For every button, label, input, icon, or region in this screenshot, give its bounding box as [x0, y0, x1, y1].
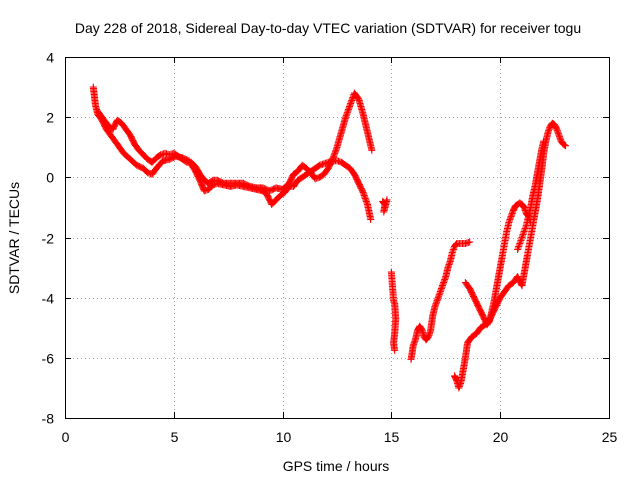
y-tick-label: -2 — [42, 231, 55, 247]
y-axis-tick-labels: -8 -6 -4 -2 0 2 4 — [42, 50, 55, 427]
data-point — [515, 241, 523, 249]
data-point — [514, 246, 522, 253]
x-tick-label: 20 — [493, 429, 509, 445]
data-point — [330, 152, 338, 160]
x-tick-label: 10 — [276, 429, 292, 445]
data-point — [505, 217, 513, 225]
data-point — [347, 98, 355, 106]
data-point — [431, 303, 439, 311]
data-point — [553, 127, 561, 135]
data-point — [519, 231, 527, 238]
data-point — [436, 289, 444, 297]
data-point — [520, 228, 528, 235]
data-point — [331, 149, 339, 157]
data-point — [410, 339, 418, 347]
data-point — [435, 292, 443, 300]
data-point — [560, 141, 568, 149]
x-tick-label: 15 — [384, 429, 400, 445]
data-point — [432, 300, 440, 308]
y-tick-label: -6 — [42, 351, 55, 367]
data-point — [516, 238, 524, 246]
x-axis-tick-labels: 0 5 10 15 20 25 — [62, 429, 618, 445]
data-point — [441, 276, 449, 284]
x-axis-label: GPS time / hours — [283, 458, 390, 474]
data-point — [383, 196, 391, 204]
x-tick-label: 25 — [602, 429, 618, 445]
data-point — [361, 193, 369, 201]
series-track-3 — [407, 238, 474, 363]
data-point — [554, 130, 562, 138]
plot-area — [89, 83, 569, 392]
data-point — [466, 238, 474, 246]
plot-frame — [65, 57, 610, 419]
data-point — [446, 259, 454, 267]
data-point — [367, 216, 375, 223]
data-point — [540, 137, 548, 145]
data-point — [343, 109, 351, 117]
data-point — [439, 282, 446, 290]
data-point — [445, 262, 452, 270]
data-point — [449, 246, 457, 253]
data-point — [434, 295, 442, 303]
data-point — [562, 142, 569, 150]
data-point — [426, 328, 434, 336]
data-point — [342, 112, 350, 120]
x-tick-label: 5 — [171, 429, 179, 445]
y-tick-label: -8 — [42, 411, 55, 427]
data-point — [390, 298, 398, 306]
grid — [65, 57, 609, 418]
y-axis-label: SDTVAR / TECUs — [6, 182, 22, 294]
data-point — [332, 146, 340, 154]
data-point — [508, 211, 516, 219]
series-gap-points — [379, 196, 400, 354]
data-point — [517, 235, 525, 243]
y-tick-label: 2 — [46, 110, 54, 126]
data-point — [344, 106, 352, 114]
data-point — [363, 199, 371, 207]
data-point — [346, 103, 353, 111]
data-point — [437, 285, 445, 293]
data-point — [368, 146, 376, 154]
data-point — [545, 127, 553, 135]
y-tick-label: 4 — [46, 50, 54, 66]
data-point — [348, 95, 356, 103]
y-tick-label: 0 — [46, 170, 54, 186]
data-point — [556, 134, 564, 142]
series-track-6 — [514, 137, 548, 253]
data-point — [507, 214, 514, 222]
data-point — [448, 249, 456, 256]
x-tick-label: 0 — [62, 429, 70, 445]
y-tick-label: -4 — [42, 291, 55, 307]
data-point — [391, 346, 399, 354]
series-track-2 — [94, 89, 376, 195]
data-point — [520, 203, 528, 211]
data-point — [440, 279, 448, 287]
data-point — [425, 331, 433, 339]
data-point — [456, 381, 464, 389]
chart-title: Day 228 of 2018, Sidereal Day-to-day VTE… — [75, 20, 581, 36]
data-point — [329, 155, 337, 163]
data-point — [359, 188, 367, 196]
data-point — [362, 196, 370, 204]
data-point — [521, 225, 529, 232]
